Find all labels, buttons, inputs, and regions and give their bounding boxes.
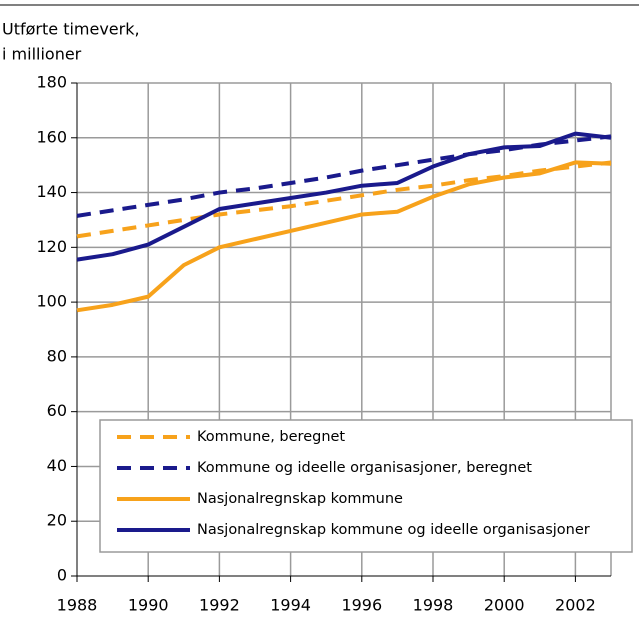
y-tick-label: 100: [36, 292, 67, 311]
y-axis-title: i millioner: [2, 45, 82, 64]
line-series: [76, 160, 612, 239]
y-tick-label: 20: [47, 511, 67, 530]
y-tick-label: 80: [47, 346, 67, 365]
y-tick-label: 160: [36, 127, 67, 146]
x-tick-label: 1992: [199, 596, 240, 615]
x-tick-label: 1988: [57, 596, 98, 615]
x-tick-label: 1990: [128, 596, 169, 615]
y-tick-label: 140: [36, 182, 67, 201]
x-tick-label: 2000: [484, 596, 525, 615]
y-tick-label: 120: [36, 237, 67, 256]
legend-label: Kommune og ideelle organisasjoner, bereg…: [197, 460, 532, 476]
y-tick-label: 180: [36, 73, 67, 92]
y-tick-label: 40: [47, 456, 67, 475]
x-tick-label: 2002: [555, 596, 596, 615]
line-series: [76, 131, 612, 262]
y-axis-title: Utførte timeverk,: [2, 20, 140, 39]
x-tick-label: 1996: [341, 596, 382, 615]
legend-label: Nasjonalregnskap kommune og ideelle orga…: [197, 522, 590, 538]
line-series: [76, 160, 612, 313]
x-tick-label: 1998: [413, 596, 454, 615]
x-tick-label: 1994: [270, 596, 311, 615]
legend-label: Nasjonalregnskap kommune: [197, 491, 403, 507]
y-tick-label: 60: [47, 401, 67, 420]
legend-label: Kommune, beregnet: [197, 429, 345, 445]
y-tick-label: 0: [57, 566, 67, 585]
